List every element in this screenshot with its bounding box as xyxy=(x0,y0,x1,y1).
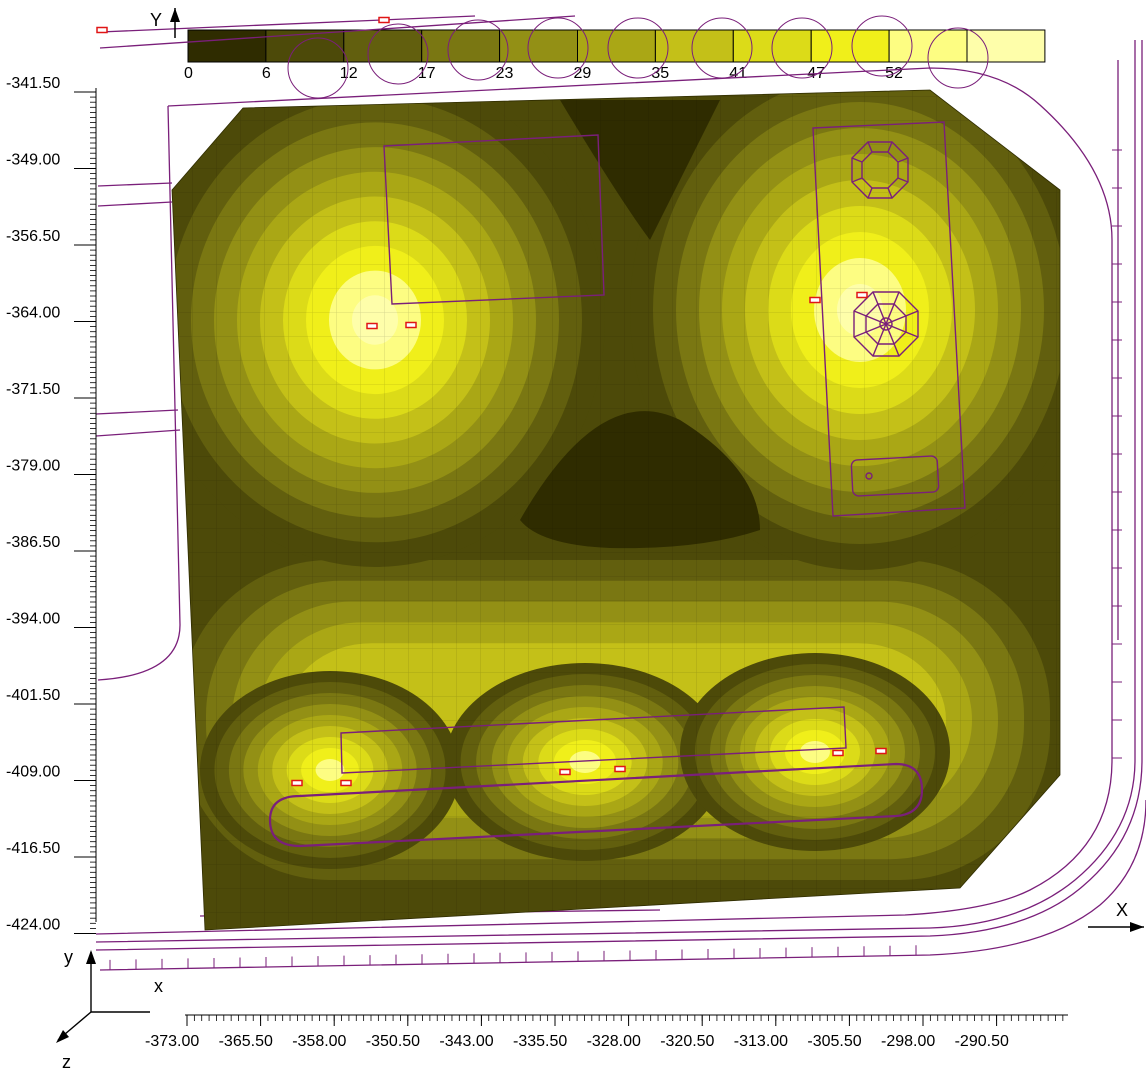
legend-label: 23 xyxy=(496,65,514,82)
x-tick-label: -328.00 xyxy=(587,1033,641,1050)
walkway-loop xyxy=(268,762,924,848)
legend-swatch-10 xyxy=(966,29,1046,63)
legend-swatch-4 xyxy=(499,29,579,63)
curb-ticks xyxy=(109,149,1122,970)
y-tick-label: -379.00 xyxy=(6,458,60,475)
luminaire-marker xyxy=(875,747,887,755)
y-tick-label: -386.50 xyxy=(6,534,60,551)
y-tick-label: -401.50 xyxy=(6,687,60,704)
y-tick-label: -364.00 xyxy=(6,305,60,322)
legend-label: 12 xyxy=(340,65,358,82)
calculation-area-border xyxy=(171,89,1061,931)
legend-swatch-0 xyxy=(187,29,267,63)
x-tick-label: -313.00 xyxy=(734,1033,788,1050)
coordinate-triad: y x z xyxy=(56,947,163,1070)
x-tick-label: -335.50 xyxy=(513,1033,567,1050)
luminaire-marker xyxy=(559,768,571,776)
x-tick-label: -365.50 xyxy=(219,1033,273,1050)
fountain-top xyxy=(851,141,909,199)
site-objects xyxy=(268,121,966,848)
x-tick-labels: -373.00 -365.50 -358.00 -350.50 -343.00 -335.… xyxy=(145,1015,1009,1050)
x-tick-label: -298.00 xyxy=(881,1033,935,1050)
y-tick-label: -341.50 xyxy=(6,75,60,92)
y-tick-label: -409.00 xyxy=(6,764,60,781)
y-tick-label: -356.50 xyxy=(6,228,60,245)
building-outline-left xyxy=(383,134,605,305)
y-direction-arrow: Y xyxy=(150,8,180,38)
legend-swatches xyxy=(187,29,1046,63)
x-tick-label: -350.50 xyxy=(366,1033,420,1050)
luminaires xyxy=(96,16,887,787)
y-axis-title: Y xyxy=(150,10,162,30)
y-tick-label: -424.00 xyxy=(6,917,60,934)
legend-swatch-6 xyxy=(654,29,734,63)
y-tick-label: -349.00 xyxy=(6,152,60,169)
small-structure xyxy=(850,455,940,497)
x-tick-label: -343.00 xyxy=(439,1033,493,1050)
luminaire-marker xyxy=(809,296,821,304)
luminaire-marker xyxy=(96,26,108,34)
x-minor-ticks xyxy=(186,1015,1064,1021)
legend-labels: 0 6 12 17 23 29 35 41 47 52 xyxy=(184,65,903,82)
tree-outlines xyxy=(287,15,989,99)
calculation-grid xyxy=(172,90,1060,930)
legend-label: 0 xyxy=(184,65,193,82)
site-boundary xyxy=(95,15,1146,971)
x-direction-arrow: X xyxy=(1088,900,1144,932)
y-axis: -341.50 -349.00 -356.50 -364.00 -371.50 -379.… xyxy=(6,75,97,934)
legend-label: 35 xyxy=(651,65,669,82)
legend-swatch-5 xyxy=(577,29,656,63)
x-tick-label: -373.00 xyxy=(145,1033,199,1050)
luminaire-marker xyxy=(291,779,303,787)
luminaire-marker xyxy=(340,779,352,787)
triad-z-label: z xyxy=(62,1052,71,1070)
x-tick-label: -290.50 xyxy=(955,1033,1009,1050)
fountain-bottom xyxy=(853,291,919,357)
x-tick-label: -305.50 xyxy=(807,1033,861,1050)
luminaire-marker xyxy=(405,321,417,329)
legend-label: 6 xyxy=(262,65,271,82)
luminaire-marker xyxy=(614,765,626,773)
luminaire-marker xyxy=(856,291,868,299)
y-tick-label: -394.00 xyxy=(6,611,60,628)
luminaire-marker xyxy=(378,16,390,24)
triad-x-label: x xyxy=(154,976,163,996)
building-outline-right xyxy=(812,121,966,517)
bench-outline xyxy=(340,706,847,774)
x-tick-label: -358.00 xyxy=(292,1033,346,1050)
legend-swatch-2 xyxy=(343,29,423,63)
y-tick-label: -416.50 xyxy=(6,840,60,857)
x-axis: -373.00 -365.50 -358.00 -350.50 -343.00 -335.… xyxy=(145,1014,1068,1050)
x-tick-label: -320.50 xyxy=(660,1033,714,1050)
color-legend: 0 6 12 17 23 29 35 41 47 52 xyxy=(184,15,1046,99)
luminaire-marker xyxy=(832,749,844,757)
y-minor-ticks xyxy=(90,96,96,929)
legend-label: 17 xyxy=(418,65,436,82)
y-tick-labels: -341.50 -349.00 -356.50 -364.00 -371.50 -379.… xyxy=(6,75,96,934)
y-tick-label: -371.50 xyxy=(6,381,60,398)
legend-swatch-3 xyxy=(421,29,501,63)
luminaire-marker xyxy=(366,322,378,330)
contour-map xyxy=(172,90,1060,930)
legend-swatch-8 xyxy=(810,29,890,63)
triad-y-label: y xyxy=(64,947,73,967)
x-axis-title: X xyxy=(1116,900,1128,920)
legend-label: 29 xyxy=(574,65,592,82)
